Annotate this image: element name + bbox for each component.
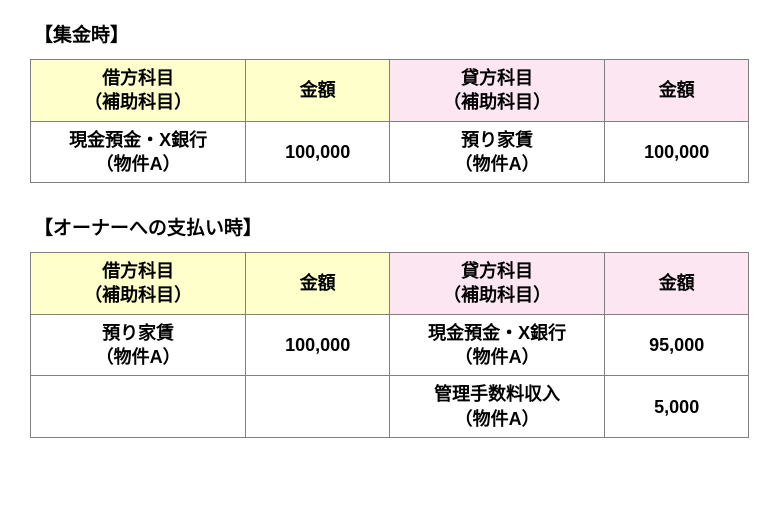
- cell-credit-amount: 100,000: [605, 121, 749, 183]
- header-credit-account: 貸方科目（補助科目）: [389, 60, 604, 122]
- table-row: 現金預金・X銀行（物件A） 100,000 預り家賃（物件A） 100,000: [31, 121, 749, 183]
- table-header-row: 借方科目（補助科目） 金額 貸方科目（補助科目） 金額: [31, 253, 749, 315]
- cell-debit-amount: 100,000: [246, 314, 390, 376]
- cell-credit-account: 預り家賃（物件A）: [389, 121, 604, 183]
- section-title: 【オーナーへの支払い時】: [34, 213, 749, 240]
- cell-credit-account: 管理手数料収入（物件A）: [389, 376, 604, 438]
- cell-debit-account: 現金預金・X銀行（物件A）: [31, 121, 246, 183]
- table-row: 預り家賃（物件A） 100,000 現金預金・X銀行（物件A） 95,000: [31, 314, 749, 376]
- header-debit-account: 借方科目（補助科目）: [31, 60, 246, 122]
- cell-credit-amount: 5,000: [605, 376, 749, 438]
- header-credit-account: 貸方科目（補助科目）: [389, 253, 604, 315]
- cell-debit-amount: 100,000: [246, 121, 390, 183]
- cell-debit-account: 預り家賃（物件A）: [31, 314, 246, 376]
- journal-table: 借方科目（補助科目） 金額 貸方科目（補助科目） 金額 現金預金・X銀行（物件A…: [30, 59, 749, 183]
- table-header-row: 借方科目（補助科目） 金額 貸方科目（補助科目） 金額: [31, 60, 749, 122]
- header-debit-amount: 金額: [246, 60, 390, 122]
- header-credit-amount: 金額: [605, 253, 749, 315]
- header-debit-amount: 金額: [246, 253, 390, 315]
- header-credit-amount: 金額: [605, 60, 749, 122]
- journal-table: 借方科目（補助科目） 金額 貸方科目（補助科目） 金額 預り家賃（物件A） 10…: [30, 252, 749, 438]
- header-debit-account: 借方科目（補助科目）: [31, 253, 246, 315]
- cell-debit-account: [31, 376, 246, 438]
- section-title: 【集金時】: [34, 20, 749, 47]
- cell-debit-amount: [246, 376, 390, 438]
- cell-credit-account: 現金預金・X銀行（物件A）: [389, 314, 604, 376]
- cell-credit-amount: 95,000: [605, 314, 749, 376]
- table-row: 管理手数料収入（物件A） 5,000: [31, 376, 749, 438]
